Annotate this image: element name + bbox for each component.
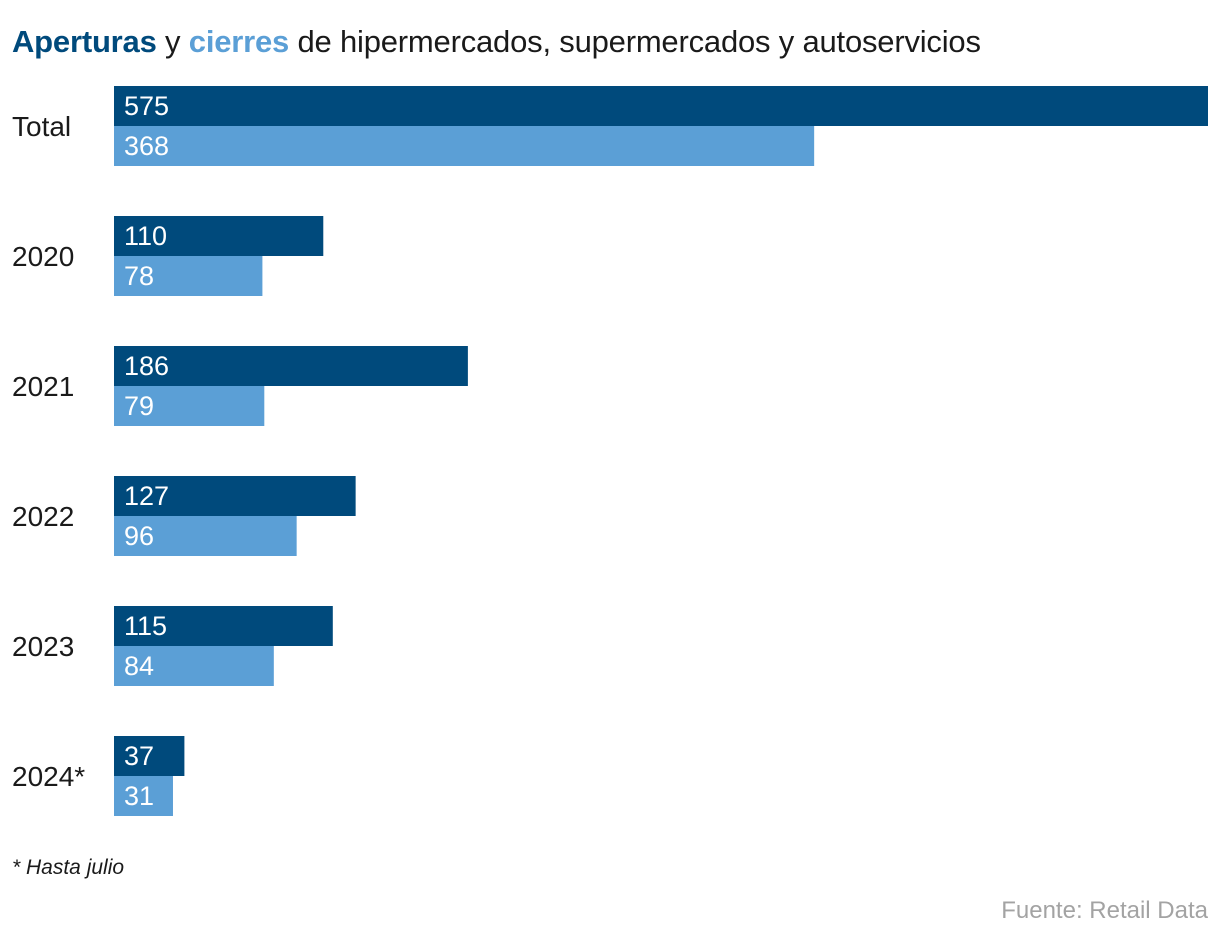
bar-cierres [114,126,815,166]
bar-aperturas [114,86,1208,126]
title-cierres: cierres [188,24,290,59]
chart-title: Aperturas y cierres de hipermercados, su… [12,24,981,60]
bar-aperturas [114,476,356,516]
category-label: 2023 [12,631,74,662]
value-label-aperturas: 127 [124,481,169,511]
bar-group: 2020 110 78 [12,216,324,296]
bar-group: Total 575 368 [12,86,1208,166]
bar-group: 2024* 37 31 [12,736,185,816]
bar-cierres [114,646,274,686]
bar-cierres [114,386,265,426]
bar-cierres [114,776,173,816]
bar-group: 2021 186 79 [12,346,468,426]
bar-cierres [114,516,297,556]
value-label-cierres: 79 [124,391,154,421]
value-label-cierres: 96 [124,521,154,551]
value-label-aperturas: 37 [124,741,154,771]
value-label-cierres: 84 [124,651,154,681]
bar-aperturas [114,736,185,776]
value-label-aperturas: 186 [124,351,169,381]
value-label-cierres: 31 [124,781,154,811]
category-label: 2020 [12,241,74,272]
source-note: Fuente: Retail Data [1001,897,1208,924]
category-label: 2021 [12,371,74,402]
title-aperturas: Aperturas [12,24,157,59]
value-label-aperturas: 115 [124,611,167,641]
bar-aperturas [114,346,468,386]
footnote: * Hasta julio [12,856,125,879]
category-label: 2022 [12,501,74,532]
category-label: Total [12,111,71,142]
value-label-aperturas: 575 [124,91,169,121]
value-label-cierres: 368 [124,131,169,161]
bar-group: 2022 127 96 [12,476,356,556]
title-connector: y [156,24,189,59]
bar-aperturas [114,216,324,256]
category-label: 2024* [12,761,85,792]
value-label-aperturas: 110 [124,221,167,251]
bar-aperturas [114,606,333,646]
title-rest: de hipermercados, supermercados y autose… [289,24,981,59]
bar-cierres [114,256,263,296]
value-label-cierres: 78 [124,261,154,291]
bar-group: 2023 115 84 [12,606,333,686]
